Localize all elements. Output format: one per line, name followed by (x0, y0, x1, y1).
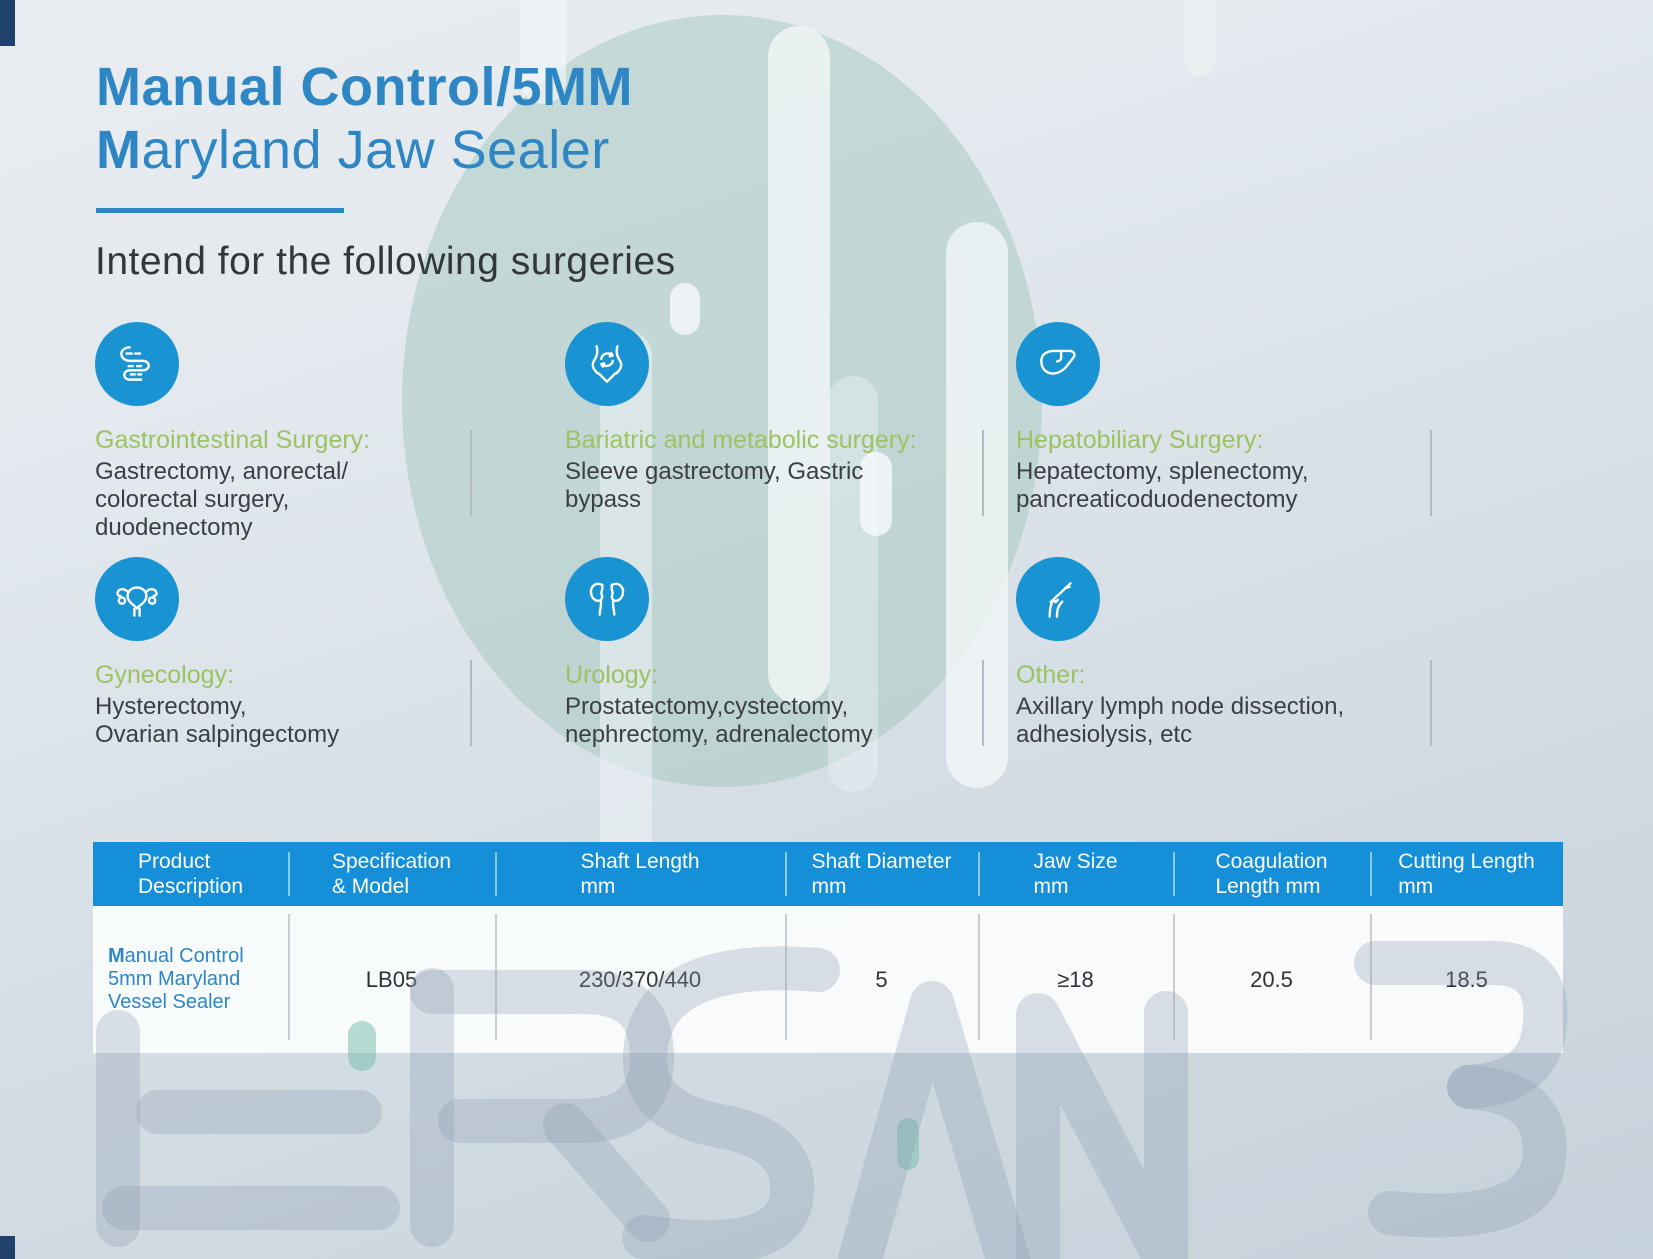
surgery-card-hepatobiliary: Hepatobiliary Surgery: Hepatectomy, sple… (1016, 322, 1436, 514)
header-shaft-diameter: Shaft Diameter mm (811, 850, 952, 898)
column-divider (982, 430, 984, 516)
page-title-line1: Manual Control/5MM (96, 57, 633, 117)
column-divider (982, 660, 984, 746)
cell-jaw-size: ≥18 (1057, 966, 1094, 992)
intestine-icon (95, 322, 179, 406)
column-divider (1430, 430, 1432, 516)
surgery-card-gynecology: Gynecology: Hysterectomy, Ovarian salpin… (95, 557, 435, 749)
axilla-icon (1016, 557, 1100, 641)
body-divider (1173, 914, 1175, 1040)
surgery-description: Hepatectomy, splenectomy, pancreaticoduo… (1016, 458, 1309, 513)
page-subtitle: Intend for the following surgeries (95, 240, 676, 283)
header-product-description: Product Description (137, 850, 244, 898)
header-divider (1370, 852, 1372, 896)
column-divider (470, 660, 472, 746)
header-specification-model: Specification & Model (331, 850, 452, 898)
cell-shaft-diameter: 5 (875, 966, 888, 992)
surgery-label: Hepatobiliary Surgery: (1016, 426, 1264, 454)
title-underline (96, 208, 344, 213)
surgery-description: Sleeve gastrectomy, Gastric bypass (565, 458, 864, 513)
body-divider (495, 914, 497, 1040)
cell-product-description: Manual Control 5mm Maryland Vessel Seale… (108, 945, 244, 1013)
body-divider (978, 914, 980, 1040)
cell-model: LB05 (365, 966, 418, 992)
stomach-arrows-icon-glyph (591, 345, 623, 383)
header-divider (785, 852, 787, 896)
header-divider (1173, 852, 1175, 896)
header-shaft-length: Shaft Length mm (580, 850, 700, 898)
page-title: Manual Control/5MM Maryland Jaw Sealer (96, 56, 633, 182)
surgery-label: Urology: (565, 661, 659, 689)
kidneys-icon-glyph (589, 582, 625, 616)
table-data-row: Manual Control 5mm Maryland Vessel Seale… (93, 906, 1563, 1053)
cell-cutting-length: 18.5 (1445, 966, 1488, 992)
surgery-card-bariatric: Bariatric and metabolic surgery: Sleeve … (565, 322, 995, 514)
header-jaw-size: Jaw Size mm (1033, 850, 1118, 898)
uterus-icon (95, 557, 179, 641)
axilla-icon-glyph (1048, 582, 1072, 618)
teal-accent-pill (897, 1118, 919, 1170)
liver-icon-glyph (1040, 349, 1076, 375)
body-divider (1370, 914, 1372, 1040)
body-divider (785, 914, 787, 1040)
intestine-icon-glyph (120, 346, 150, 381)
surgery-card-other: Other: Axillary lymph node dissection, a… (1016, 557, 1436, 749)
stomach-arrows-icon (565, 322, 649, 406)
surgery-description: Gastrectomy, anorectal/ colorectal surge… (95, 458, 348, 541)
surgery-label: Bariatric and metabolic surgery: (565, 426, 917, 454)
body-divider (288, 914, 290, 1040)
header-divider (978, 852, 980, 896)
liver-icon (1016, 322, 1100, 406)
cell-coagulation-length: 20.5 (1250, 966, 1293, 992)
surgery-description: Axillary lymph node dissection, adhesiol… (1016, 693, 1345, 748)
page-title-line2: Maryland Jaw Sealer (96, 120, 610, 180)
corner-mark (0, 1236, 15, 1259)
column-divider (1430, 660, 1432, 746)
uterus-icon-glyph (116, 586, 158, 617)
header-cutting-length: Cutting Length mm (1398, 850, 1535, 898)
column-divider (470, 430, 472, 516)
header-divider (288, 852, 290, 896)
corner-mark (0, 0, 15, 46)
kidneys-icon (565, 557, 649, 641)
header-divider (495, 852, 497, 896)
background-pill (1184, 0, 1216, 76)
surgery-label: Other: (1016, 661, 1086, 689)
table-header-row: Product Description Specification & Mode… (93, 842, 1563, 906)
cell-shaft-length: 230/370/440 (578, 966, 702, 992)
surgery-card-gastrointestinal: Gastrointestinal Surgery: Gastrectomy, a… (95, 322, 435, 542)
surgery-card-urology: Urology: Prostatectomy,cystectomy, nephr… (565, 557, 995, 749)
surgery-label: Gynecology: (95, 661, 234, 689)
header-coagulation-length: Coagulation Length mm (1215, 850, 1328, 898)
surgery-description: Prostatectomy,cystectomy, nephrectomy, a… (565, 693, 873, 748)
surgery-label: Gastrointestinal Surgery: (95, 426, 371, 454)
surgery-description: Hysterectomy, Ovarian salpingectomy (95, 693, 340, 748)
specification-table: Product Description Specification & Mode… (93, 842, 1563, 1053)
